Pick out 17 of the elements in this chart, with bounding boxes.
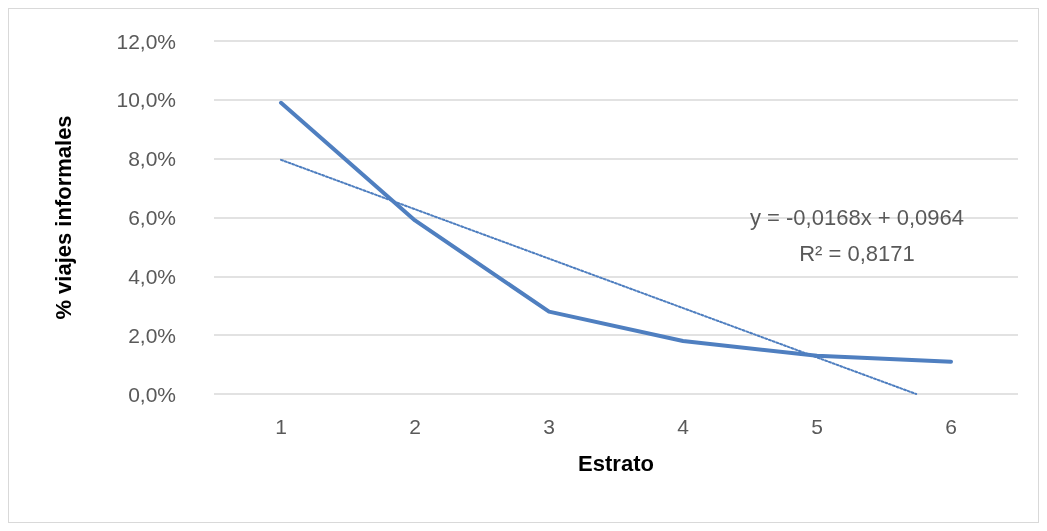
- y-tick-label: 12,0%: [116, 29, 176, 53]
- y-tick-label: 8,0%: [128, 147, 176, 171]
- x-axis-title: Estrato: [578, 450, 654, 476]
- x-tick-label: 4: [677, 415, 690, 438]
- y-tick-label: 6,0%: [128, 206, 176, 229]
- x-tick-label: 2: [409, 415, 421, 438]
- y-tick-label: 10,0%: [116, 88, 176, 112]
- x-tick-label: 5: [811, 415, 823, 438]
- x-tick-label: 6: [945, 415, 957, 438]
- annotation: R² = 0,8171: [799, 240, 915, 266]
- y-tick-label: 4,0%: [128, 264, 176, 288]
- x-tick-label: 3: [543, 415, 555, 438]
- y-tick-label: 2,0%: [128, 323, 176, 347]
- annotation: y = -0,0168x + 0,0964: [749, 204, 965, 230]
- y-tick-label: 0,0%: [128, 382, 176, 406]
- x-tick-label: 1: [275, 415, 287, 438]
- y-axis-title: % viajes informales: [50, 115, 76, 320]
